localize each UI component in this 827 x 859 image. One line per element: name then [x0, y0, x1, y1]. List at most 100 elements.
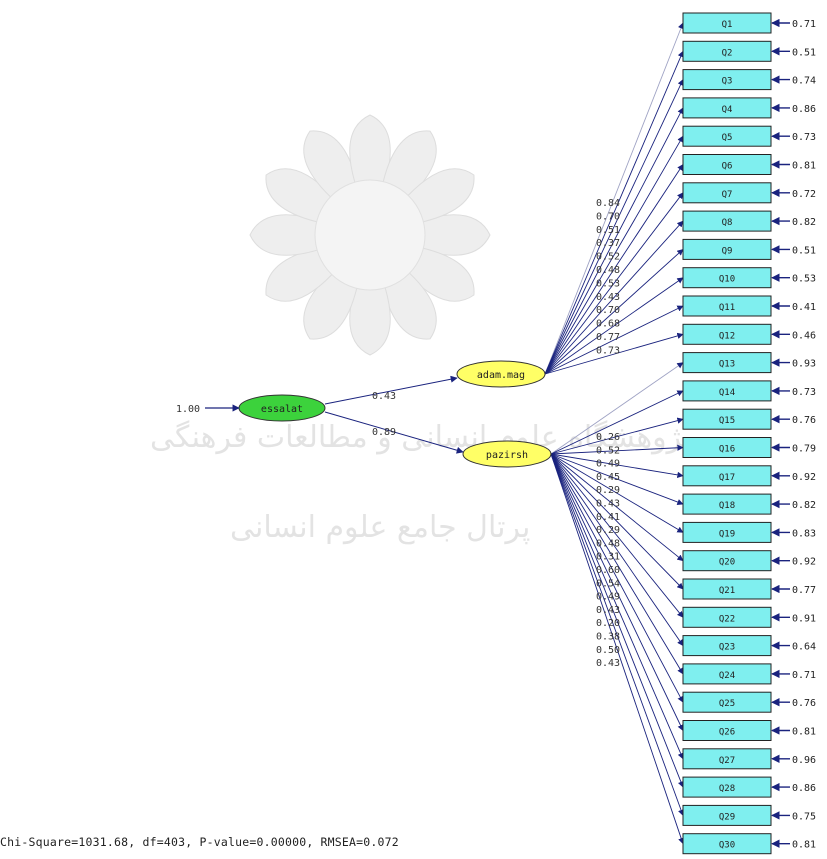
loading-label-pazirsh: 0.43: [596, 658, 620, 669]
loading-path-q25: [550, 453, 684, 703]
indicator-box-q6: [682, 154, 772, 175]
indicator-box-q17: [682, 465, 772, 487]
indicator-label: Q25: [719, 699, 735, 709]
latent-label-essalat: essalat: [261, 404, 303, 415]
indicator-label: Q13: [719, 360, 735, 370]
loading-label-pazirsh: 0.29: [596, 525, 620, 536]
indicator-box-q26: [682, 720, 772, 741]
error-variance-label: 0.64: [792, 642, 816, 653]
error-variance-label: 0.72: [792, 189, 816, 200]
error-variance-label: 0.93: [792, 359, 816, 370]
loading-path-q7: [544, 192, 684, 375]
indicator-label: Q3: [722, 77, 733, 87]
latent-variables: essalat 1.00 adam.mag pazirsh: [176, 360, 552, 468]
loading-label-adam: 0.51: [596, 225, 620, 236]
indicator-label: Q18: [719, 501, 735, 511]
indicator-label: Q2: [722, 48, 733, 58]
loading-label-pazirsh: 0.45: [596, 472, 620, 483]
loading-label-adam: 0.37: [596, 238, 620, 249]
loading-path-q28: [550, 453, 684, 788]
loading-path-q14: [550, 390, 684, 455]
error-variance-label: 0.79: [792, 444, 816, 455]
path-essalat-pazirsh: [324, 411, 464, 454]
watermark-center: [314, 179, 426, 291]
error-variance-label: 0.86: [792, 104, 816, 115]
loading-path-q1: [544, 22, 684, 375]
loading-label-pazirsh: 0.26: [596, 432, 620, 443]
loading-path-q8: [544, 220, 684, 375]
loading-label-pazirsh: 0.43: [596, 605, 620, 616]
loading-path-q18: [550, 453, 684, 506]
loading-label-pazirsh: 0.48: [596, 538, 620, 549]
loading-label-adam: 0.48: [596, 265, 620, 276]
loading-label-pazirsh: 0.50: [596, 645, 620, 656]
error-variance-label: 0.46: [792, 330, 816, 341]
indicator-label: Q28: [719, 784, 735, 794]
indicator-box-q8: [682, 210, 772, 232]
indicator-label: Q1: [722, 20, 733, 30]
loading-path-q10: [544, 277, 684, 375]
error-variance-label: 0.76: [792, 415, 816, 426]
path-essalat-adam: [324, 375, 458, 405]
indicator-label: Q16: [719, 445, 735, 455]
loading-labels: 0.84 0.70 0.51 0.37 0.52 0.48 0.53 0.43 0.70 0.68…: [596, 198, 620, 669]
loading-path-q3: [544, 79, 684, 375]
error-variance-label: 0.76: [792, 698, 816, 709]
error-variance-label: 0.82: [792, 500, 816, 511]
indicator-label: Q24: [719, 671, 735, 681]
indicator-label: Q23: [719, 643, 735, 653]
loading-path-q21: [550, 453, 684, 590]
loading-label-adam: 0.68: [596, 319, 620, 330]
error-variance-label: 0.53: [792, 274, 816, 285]
loading-label-adam: 0.70: [596, 305, 620, 316]
error-variance-label: 0.74: [792, 76, 816, 87]
indicator-box-q7: [682, 182, 772, 204]
latent-adam-mag: [456, 360, 546, 388]
indicator-label: Q9: [722, 246, 733, 256]
loading-path-q13: [550, 362, 684, 455]
indicator-box-q27: [682, 748, 772, 770]
indicator-label: Q26: [719, 728, 735, 738]
loading-label-adam: 0.52: [596, 252, 620, 263]
loading-label-pazirsh: 0.60: [596, 565, 620, 576]
indicator-label: Q19: [719, 529, 735, 539]
watermark-text-institute: پژوهشگاه علوم انسانی و مطالعات فرهنگی: [150, 420, 692, 455]
loading-path-q29: [550, 453, 685, 816]
indicator-label: Q30: [719, 841, 735, 851]
loading-path-q4: [544, 107, 684, 375]
loading-path-q26: [550, 453, 684, 732]
error-variance-label: 0.92: [792, 557, 816, 568]
loading-paths: [544, 22, 685, 845]
error-variance-label: 0.77: [792, 585, 816, 596]
indicator-box-q21: [682, 578, 772, 600]
indicator-boxes: Q1 0.71 Q2 0.51 Q3 0.74 Q4 0.86 Q5 0.73 Q6 0.81 Q7 0.…: [682, 12, 816, 855]
loading-label-pazirsh: 0.20: [596, 618, 620, 629]
indicator-label: Q6: [722, 162, 733, 172]
indicator-box-q18: [682, 493, 772, 515]
indicator-label: Q17: [719, 473, 735, 483]
indicator-box-q20: [682, 550, 772, 572]
loading-label-pazirsh: 0.29: [596, 485, 620, 496]
loading-label-pazirsh: 0.38: [596, 632, 620, 643]
loading-label-adam: 0.70: [596, 211, 620, 222]
indicator-label: Q22: [719, 614, 735, 624]
indicator-box-q3: [682, 69, 772, 91]
loading-path-q27: [550, 453, 684, 760]
indicator-box-q19: [682, 521, 772, 543]
indicator-box-q16: [682, 437, 772, 458]
indicator-label: Q10: [719, 275, 735, 285]
watermark-text-portal: پرتال جامع علوم انسانی: [230, 510, 531, 545]
indicator-box-q22: [682, 606, 772, 628]
loading-label-pazirsh: 0.41: [596, 512, 620, 523]
loading-path-q17: [550, 453, 684, 478]
indicator-box-q11: [682, 295, 772, 317]
loading-path-q23: [550, 453, 684, 647]
indicator-box-q14: [682, 380, 772, 402]
indicator-label: Q5: [722, 133, 733, 143]
error-variance-label: 0.83: [792, 528, 816, 539]
loading-path-q11: [544, 305, 684, 375]
error-variance-label: 0.73: [792, 132, 816, 143]
